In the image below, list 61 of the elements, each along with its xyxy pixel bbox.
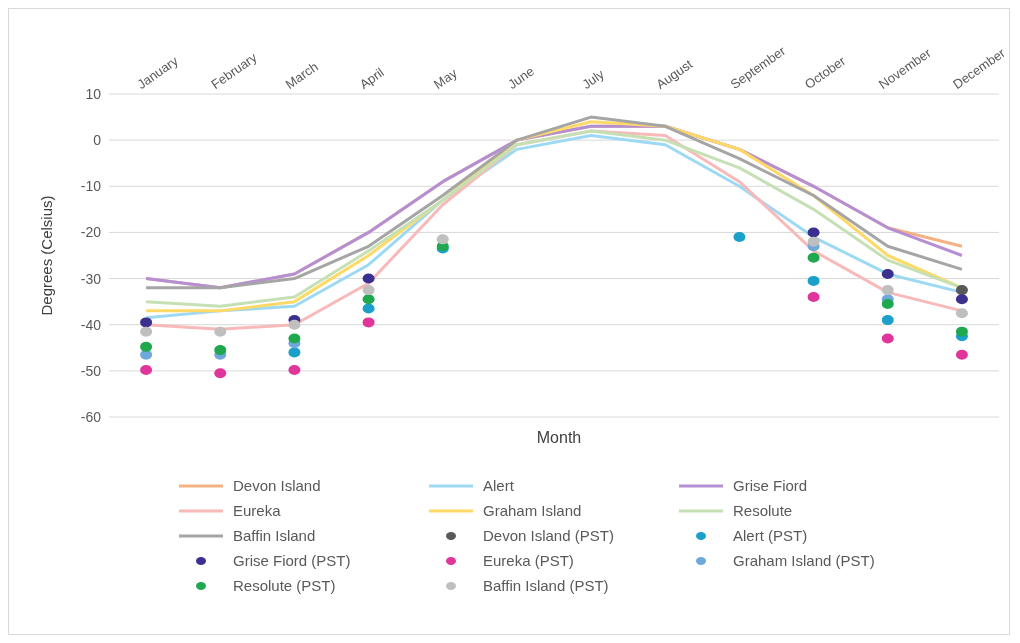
point bbox=[214, 326, 227, 337]
point bbox=[436, 234, 449, 245]
legend-label: Baffin Island (PST) bbox=[483, 577, 609, 594]
point bbox=[362, 303, 375, 314]
x-axis-title: Month bbox=[535, 429, 583, 447]
point bbox=[955, 349, 968, 360]
point bbox=[362, 273, 375, 284]
point bbox=[881, 315, 894, 326]
point bbox=[288, 319, 301, 330]
legend-label: Resolute bbox=[733, 502, 793, 519]
point bbox=[881, 285, 894, 296]
point bbox=[140, 364, 153, 375]
point bbox=[140, 341, 153, 352]
point bbox=[807, 275, 820, 286]
x-tick-label: July bbox=[579, 66, 608, 92]
legend-label: Devon Island bbox=[233, 477, 321, 494]
point bbox=[288, 364, 301, 375]
point bbox=[214, 345, 227, 356]
point bbox=[881, 268, 894, 279]
point bbox=[288, 347, 301, 358]
point bbox=[362, 285, 375, 296]
point bbox=[807, 252, 820, 263]
y-tick-label: 0 bbox=[93, 132, 102, 149]
point bbox=[881, 298, 894, 309]
y-tick-label: -60 bbox=[80, 408, 102, 425]
point bbox=[140, 326, 153, 337]
y-tick-label: -50 bbox=[80, 362, 102, 379]
x-tick-label: May bbox=[430, 65, 461, 92]
point bbox=[140, 317, 153, 328]
y-tick-label: -30 bbox=[80, 270, 102, 287]
x-tick-label: April bbox=[356, 64, 387, 92]
y-tick-label: -20 bbox=[80, 224, 102, 241]
legend-label: Resolute (PST) bbox=[233, 577, 336, 594]
legend-label: Graham Island bbox=[483, 502, 582, 519]
point bbox=[288, 333, 301, 344]
legend-label: Devon Island (PST) bbox=[483, 527, 614, 544]
y-tick-label: -40 bbox=[80, 316, 102, 333]
legend-label: Eureka (PST) bbox=[483, 552, 574, 569]
legend-label: Grise Fiord bbox=[733, 477, 808, 494]
legend-label: Eureka bbox=[233, 502, 281, 519]
point bbox=[955, 294, 968, 305]
point bbox=[807, 227, 820, 238]
legend-label: Graham Island (PST) bbox=[733, 552, 875, 569]
point bbox=[362, 317, 375, 328]
point bbox=[362, 294, 375, 305]
point bbox=[214, 368, 227, 379]
y-tick-label: -10 bbox=[80, 178, 102, 195]
point bbox=[955, 326, 968, 337]
x-tick-label: June bbox=[505, 63, 537, 92]
point bbox=[807, 292, 820, 303]
point bbox=[955, 285, 968, 296]
y-tick-label: 10 bbox=[85, 85, 102, 102]
legend-label: Alert (PST) bbox=[733, 527, 808, 544]
point bbox=[733, 232, 746, 243]
point bbox=[881, 333, 894, 344]
legend-label: Baffin Island bbox=[233, 527, 316, 544]
y-axis-title: Degrees (Celsius) bbox=[38, 195, 56, 316]
point bbox=[807, 236, 820, 247]
point bbox=[955, 308, 968, 319]
legend-label: Grise Fiord (PST) bbox=[233, 552, 351, 569]
legend-label: Alert bbox=[483, 477, 514, 494]
